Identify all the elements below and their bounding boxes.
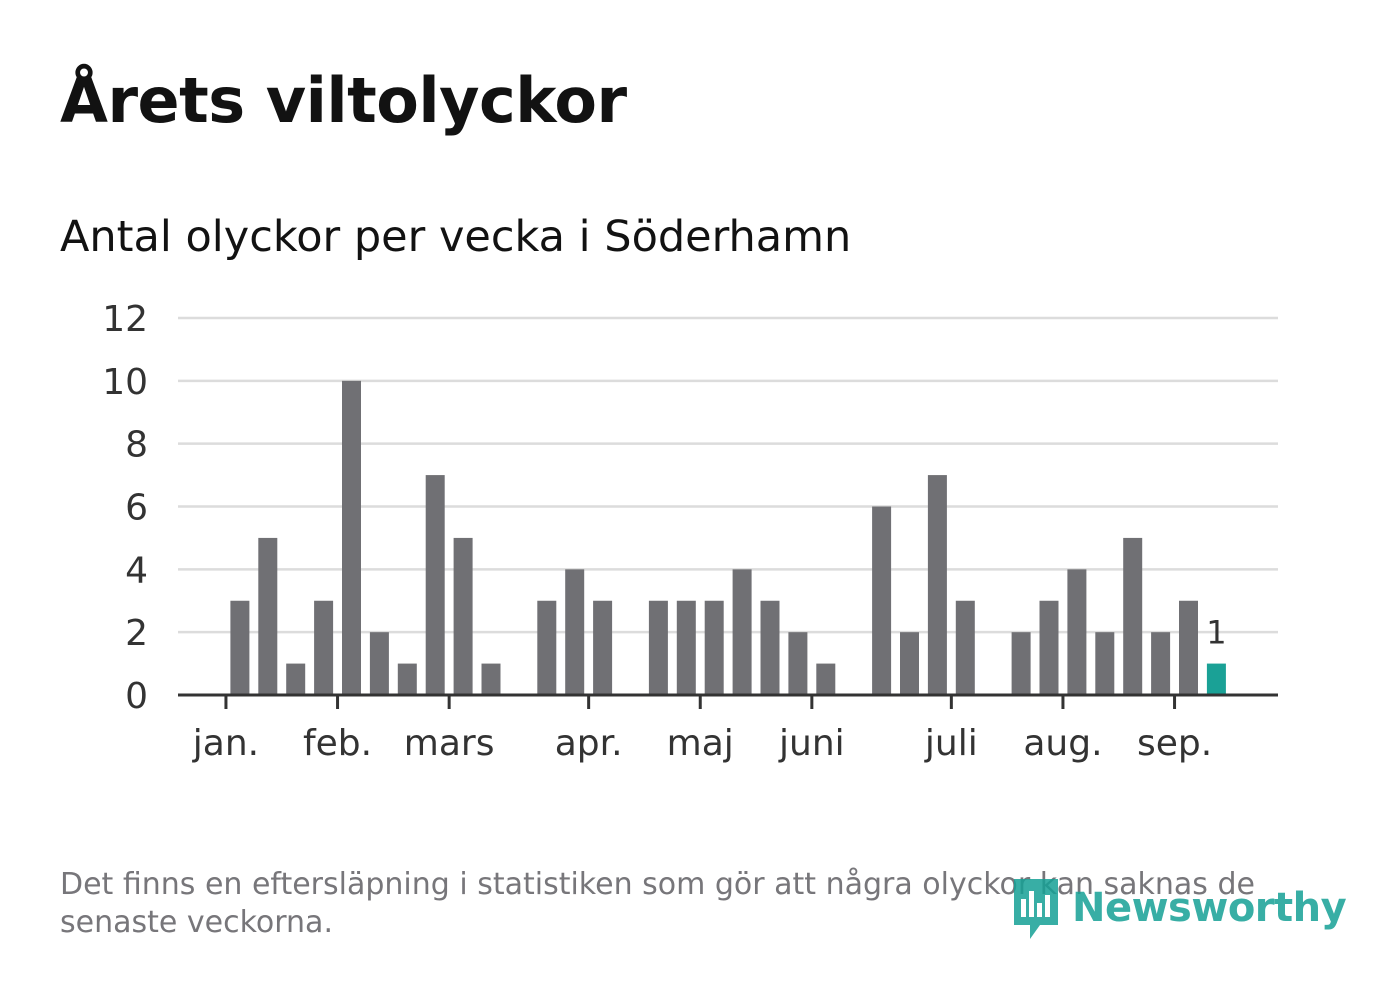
x-tick-label: maj <box>667 723 734 764</box>
bar <box>286 663 306 695</box>
bar-highlighted <box>1206 663 1226 695</box>
bar <box>397 663 417 695</box>
chart-subtitle: Antal olyckor per vecka i Söderhamn <box>60 212 852 262</box>
gridlines <box>178 316 1278 634</box>
bar <box>1039 600 1059 695</box>
bar <box>900 632 919 695</box>
bar <box>872 506 892 695</box>
bar <box>258 537 278 695</box>
brand-logo: Newsworthy <box>1010 875 1347 941</box>
bar <box>453 537 473 695</box>
bar <box>369 632 389 695</box>
x-tick-label: apr. <box>555 723 623 764</box>
bar <box>1095 632 1115 695</box>
bar <box>481 663 501 695</box>
newsworthy-logo-icon <box>1014 879 1058 939</box>
bar <box>704 600 724 695</box>
bars <box>230 380 1226 695</box>
x-tick-label: aug. <box>1023 723 1102 764</box>
y-tick-label: 8 <box>125 425 148 466</box>
bar <box>1011 632 1031 695</box>
y-tick-label: 0 <box>125 676 148 717</box>
bar <box>955 600 975 695</box>
x-tick-label: jan. <box>192 723 259 764</box>
y-tick-label: 2 <box>125 613 148 654</box>
bar <box>816 663 836 695</box>
bar <box>342 380 361 695</box>
bar <box>676 600 696 695</box>
y-tick-label: 6 <box>125 488 148 529</box>
bar <box>648 600 668 695</box>
bar <box>732 569 752 695</box>
highlight-value-label: 1 <box>1206 614 1226 652</box>
bar <box>760 600 780 695</box>
bar <box>537 600 557 695</box>
y-tick-label: 12 <box>102 299 148 340</box>
x-tick-label: juli <box>924 723 978 764</box>
data-labels: 1 <box>1206 614 1226 652</box>
bar <box>593 600 613 695</box>
y-axis-ticks: 0 2 4 6 8 10 12 <box>102 299 148 717</box>
y-tick-label: 10 <box>102 362 148 403</box>
bar <box>1067 569 1087 695</box>
bar <box>927 475 947 695</box>
bar <box>1123 537 1143 695</box>
chart-title: Årets viltolyckor <box>60 64 627 137</box>
bar <box>1179 600 1198 695</box>
bar <box>230 600 250 695</box>
y-tick-label: 4 <box>125 550 148 591</box>
x-tick-label: mars <box>404 723 495 764</box>
x-tick-label: feb. <box>303 723 372 764</box>
bar <box>565 569 585 695</box>
bar <box>788 632 808 695</box>
x-tick-label: juni <box>778 723 845 764</box>
brand-name: Newsworthy <box>1072 885 1347 931</box>
bar <box>1151 632 1171 695</box>
bar <box>314 600 334 695</box>
x-axis: jan. feb. mars apr. maj juni juli aug. sep. <box>178 693 1278 764</box>
x-tick-label: sep. <box>1137 723 1212 764</box>
bar <box>425 475 445 695</box>
